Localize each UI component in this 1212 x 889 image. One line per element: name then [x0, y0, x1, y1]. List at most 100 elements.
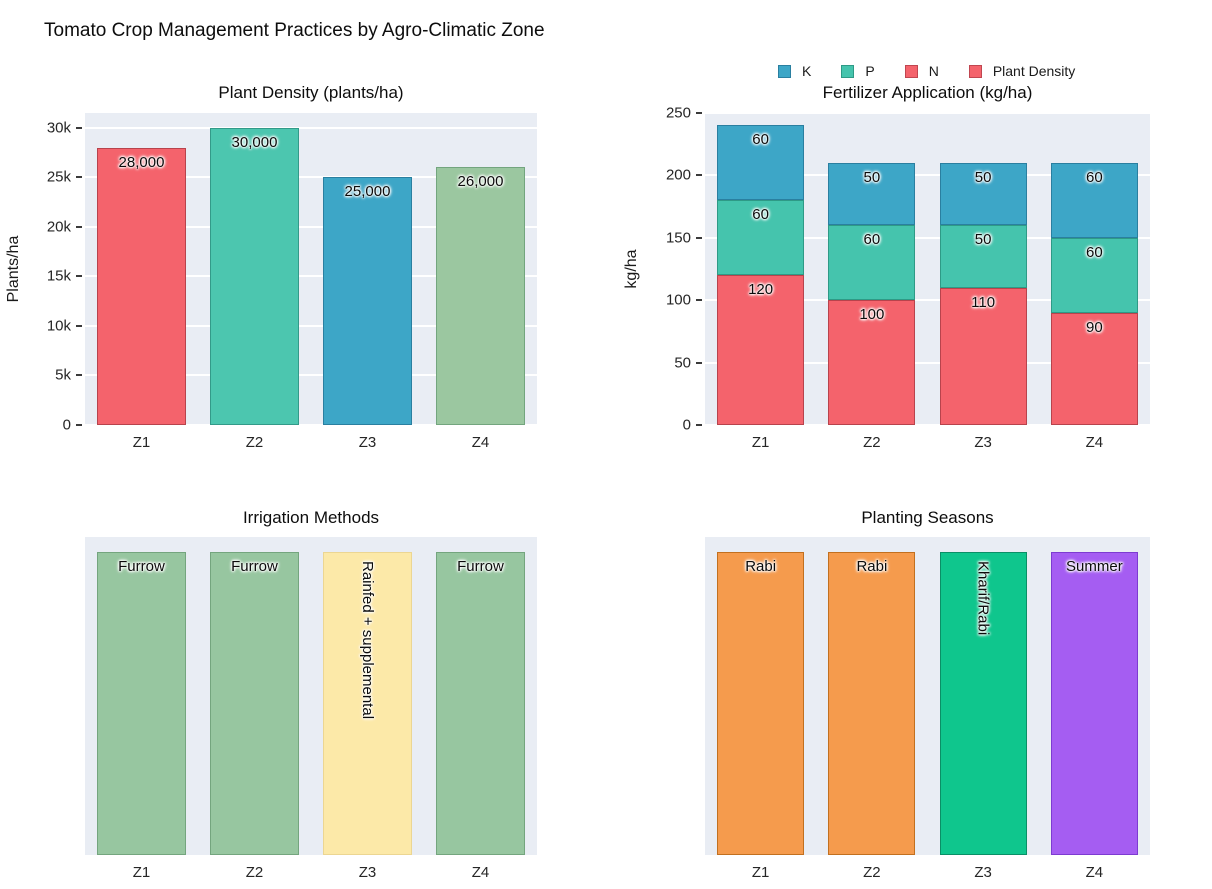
bar-z2[interactable]: 30,000: [210, 127, 299, 425]
chart-irrigation-methods: Furrow Furrow Rainfed + supplemental Furrow…: [85, 537, 537, 881]
y-tick-label: 50: [674, 354, 691, 372]
legend-label: P: [865, 63, 875, 79]
legend-item-k[interactable]: K: [778, 63, 811, 79]
x-tick-label: Z3: [358, 864, 377, 881]
x-tick-label: Z3: [974, 434, 992, 451]
bar-z1[interactable]: Furrow: [97, 551, 186, 855]
bar-z2[interactable]: Furrow: [210, 551, 299, 855]
gridline: [85, 176, 537, 179]
chart-plant-density: 28,000 30,000 25,000 26,000 0 5k 10k 15k 20k 25k…: [47, 113, 537, 451]
gridline: [705, 299, 1150, 302]
plot-area: Rabi Rabi Kharif/Rabi Summer: [705, 537, 1150, 855]
gridline: [85, 324, 537, 327]
bar-segment-k-z1[interactable]: 60: [717, 125, 804, 201]
x-tick-label: Z3: [358, 434, 377, 451]
bar-z3[interactable]: Rainfed + supplemental: [323, 551, 412, 855]
bar-z3[interactable]: 25,000: [323, 177, 412, 425]
bar-value-label: Furrow: [118, 557, 165, 575]
bar-segment-n-z1[interactable]: 120: [717, 275, 804, 425]
bar-segment-n-z4[interactable]: 90: [1050, 312, 1138, 425]
x-tick-label: Z4: [471, 864, 490, 881]
y-tick-mark: [696, 424, 702, 426]
bar-segment-n-z3[interactable]: 110: [939, 287, 1027, 425]
bar-segment-value-label: 90: [1086, 318, 1103, 336]
y-tick-mark: [76, 275, 82, 278]
x-tick-label: Z2: [863, 864, 881, 881]
bar-z4[interactable]: Summer: [1050, 551, 1138, 855]
y-axis-label-kg-ha: kg/ha: [623, 249, 640, 289]
y-tick-label: 15k: [46, 267, 71, 285]
legend-item-plant-density[interactable]: Plant Density: [968, 63, 1075, 79]
bar-segment-value-label: 50: [974, 168, 992, 186]
legend: K P N Plant Density: [778, 63, 1075, 79]
y-tick-mark: [76, 374, 82, 377]
bar-segment-value-label: 60: [863, 231, 881, 249]
bar-segment-value-label: 60: [752, 206, 769, 224]
bar-segment-value-label: 60: [1086, 168, 1103, 186]
chart-title-irrigation: Irrigation Methods: [242, 508, 380, 527]
gridline: [85, 126, 537, 129]
bar-value-label: Summer: [1066, 557, 1123, 575]
bar-segment-k-z2[interactable]: 50: [828, 162, 916, 226]
y-tick-mark: [696, 361, 702, 364]
bar-segment-value-label: 50: [974, 231, 992, 249]
x-tick-label: Z1: [132, 864, 151, 881]
bar-z4[interactable]: 26,000: [436, 167, 525, 425]
bar-segment-p-z3[interactable]: 50: [939, 225, 1027, 288]
legend-item-p[interactable]: P: [841, 63, 875, 79]
y-tick-label: 0: [62, 416, 71, 434]
gridline: [85, 275, 537, 278]
gridline: [705, 236, 1150, 239]
y-tick-label: 25k: [46, 168, 71, 186]
bar-value-label: Kharif/Rabi: [974, 560, 992, 635]
bar-z1[interactable]: 28,000: [97, 147, 186, 425]
bar-value-label: Rabi: [745, 557, 777, 575]
legend-swatch-icon: [778, 64, 791, 78]
bar-value-label: Furrow: [457, 557, 504, 575]
bar-segment-p-z1[interactable]: 60: [717, 200, 804, 276]
bar-segment-k-z3[interactable]: 50: [939, 162, 1027, 226]
plot-area: Furrow Furrow Rainfed + supplemental Furrow: [85, 537, 537, 855]
bar-z2[interactable]: Rabi: [828, 551, 916, 855]
x-tick-label: Z4: [471, 434, 490, 451]
x-tick-label: Z1: [751, 864, 770, 881]
bar-value-label: 28,000: [118, 153, 165, 171]
gridline: [85, 424, 537, 426]
bar-segment-value-label: 120: [748, 281, 774, 299]
legend-item-n[interactable]: N: [904, 63, 939, 79]
bar-segment-p-z4[interactable]: 60: [1050, 237, 1138, 313]
bar-z1[interactable]: Rabi: [717, 551, 804, 855]
x-tick-label: Z1: [132, 434, 151, 451]
legend-swatch-icon: [904, 64, 918, 78]
bar-z4[interactable]: Furrow: [436, 551, 525, 855]
bar-segment-n-z2[interactable]: 100: [828, 300, 916, 425]
y-tick-mark: [696, 299, 702, 302]
x-tick-label: Z2: [863, 434, 881, 451]
y-tick-label: 10k: [46, 317, 71, 335]
y-tick-mark: [76, 176, 82, 179]
x-tick-label: Z4: [1085, 434, 1104, 451]
bar-value-label: 30,000: [231, 133, 278, 151]
y-tick-label: 5k: [55, 366, 71, 384]
bar-value-label: 25,000: [344, 183, 391, 201]
gridline: [705, 424, 1150, 426]
legend-swatch-icon: [968, 64, 982, 78]
bar-value-label: Rabi: [856, 557, 888, 575]
y-tick-mark: [76, 126, 82, 129]
legend-label: K: [802, 63, 812, 79]
x-tick-label: Z3: [974, 864, 992, 881]
y-tick-mark: [76, 225, 82, 228]
y-tick-label: 200: [665, 166, 691, 184]
y-tick-mark: [696, 236, 702, 239]
bar-value-label: 26,000: [457, 173, 504, 191]
y-tick-mark: [76, 424, 82, 426]
y-tick-mark: [696, 112, 702, 114]
bar-z3[interactable]: Kharif/Rabi: [939, 551, 1027, 855]
x-tick-label: Z2: [245, 864, 264, 881]
gridline: [705, 174, 1150, 177]
bar-segment-k-z4[interactable]: 60: [1050, 162, 1138, 238]
bar-segment-value-label: 60: [752, 131, 769, 149]
bar-segment-p-z2[interactable]: 60: [828, 225, 916, 301]
chart-planting-seasons: Rabi Rabi Kharif/Rabi Summer Z1 Z2 Z3 Z4: [705, 537, 1150, 881]
